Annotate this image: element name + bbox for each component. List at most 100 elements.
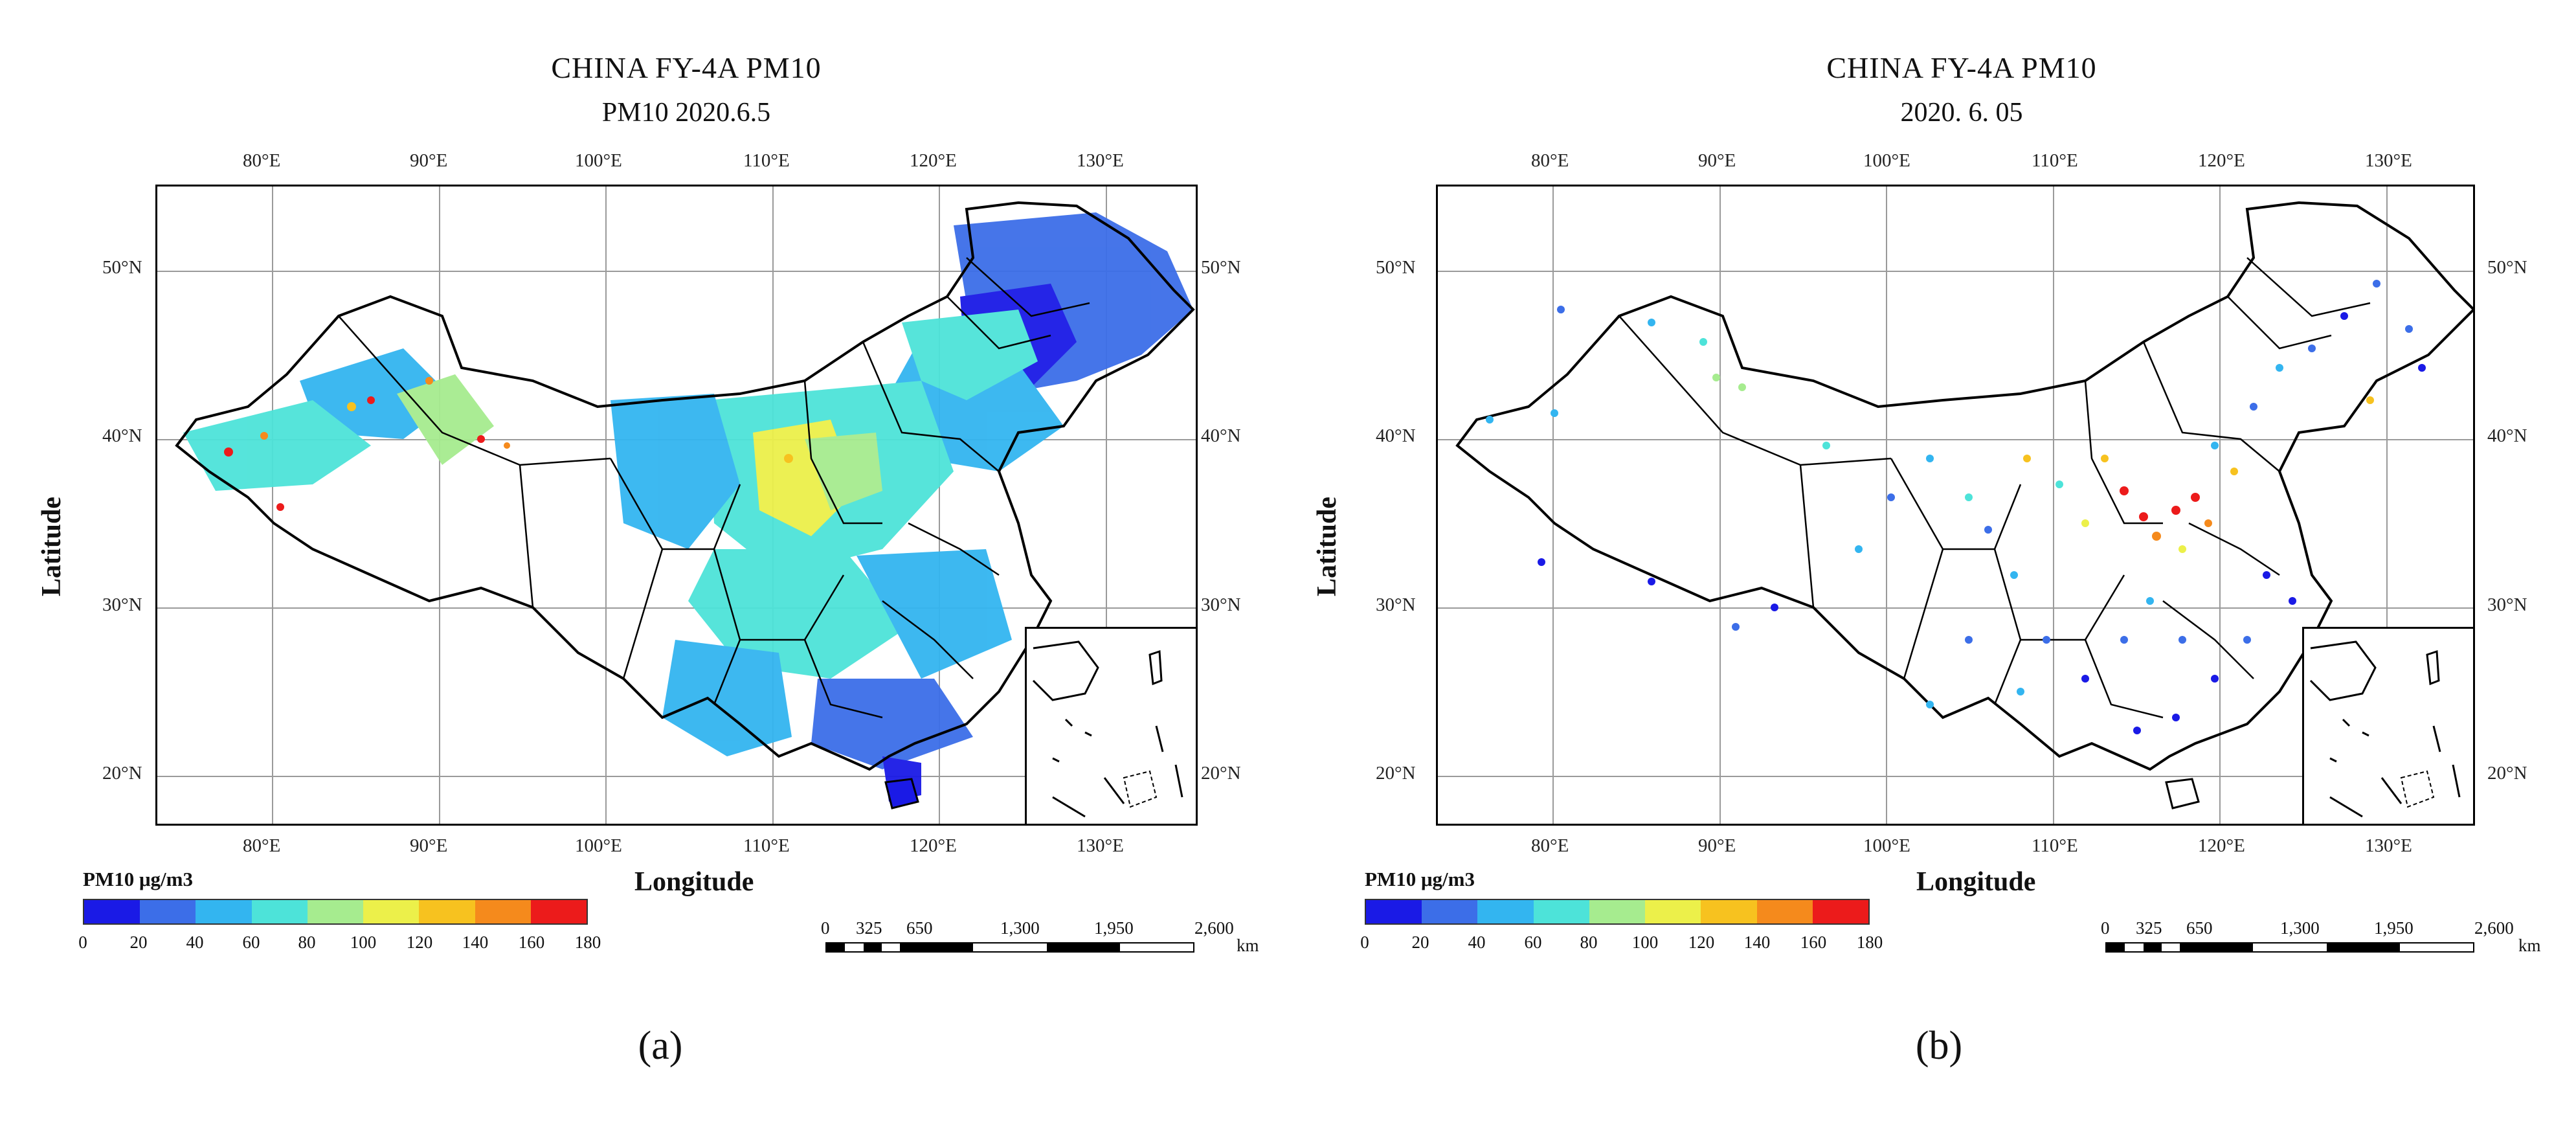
monitoring-stations xyxy=(1486,280,2426,734)
legend-swatch xyxy=(1366,900,1422,923)
station-point xyxy=(2289,597,2296,605)
lon-tick-top: 100°E xyxy=(1863,150,1910,171)
gridline xyxy=(272,186,273,824)
lon-tick-top: 100°E xyxy=(575,150,622,171)
lon-tick-bottom: 130°E xyxy=(2365,835,2412,856)
map-title: CHINA FY-4A PM10 xyxy=(1826,51,2097,84)
legend-tick: 140 xyxy=(1743,932,1771,952)
station-point xyxy=(1965,493,1973,501)
pm10-field xyxy=(610,394,740,549)
map-frame xyxy=(155,185,1198,826)
legend-tick: 40 xyxy=(186,932,204,952)
province-boundaries xyxy=(1618,257,2371,719)
country-boundary xyxy=(1455,201,2473,771)
province-boundaries xyxy=(338,257,1090,719)
station-point xyxy=(1648,319,1655,326)
scale-bar xyxy=(2105,942,2474,953)
scale-label: 1,300 xyxy=(1000,918,1040,938)
legend-tick: 60 xyxy=(242,932,260,952)
hainan-island xyxy=(884,778,919,809)
legend-tick: 100 xyxy=(1631,932,1659,952)
station-point xyxy=(2243,636,2251,644)
scale-label: 650 xyxy=(2186,918,2213,938)
legend-tick: 180 xyxy=(574,932,601,952)
station-point xyxy=(1551,409,1558,417)
pm10-field xyxy=(857,549,1012,679)
lon-tick-top: 110°E xyxy=(2032,150,2078,171)
gridline xyxy=(2386,186,2388,824)
lon-tick-top: 130°E xyxy=(2365,150,2412,171)
lon-tick-bottom: 120°E xyxy=(2198,835,2245,856)
lat-tick-right: 40°N xyxy=(1201,425,1241,446)
legend-tick: 40 xyxy=(1468,932,1486,952)
panel-a: CHINA FY-4A PM10 PM10 2020.6.5 80°E 90°E… xyxy=(37,51,1259,1068)
gridline xyxy=(939,186,940,824)
legend-tick: 60 xyxy=(1524,932,1542,952)
scale-label: 2,600 xyxy=(2474,918,2514,938)
legend-tick: 140 xyxy=(462,932,489,952)
station-point xyxy=(2178,636,2186,644)
station-point xyxy=(1557,306,1565,313)
scale-label: 650 xyxy=(906,918,933,938)
south-china-sea-inset xyxy=(1025,627,1196,824)
pm10-field xyxy=(397,374,494,465)
station-point xyxy=(2178,545,2186,553)
station-point xyxy=(1771,604,1778,611)
scale-label: 325 xyxy=(2136,918,2162,938)
lat-tick-left: 20°N xyxy=(102,763,142,784)
station-point xyxy=(2230,468,2238,475)
lat-tick-right: 40°N xyxy=(2487,425,2527,446)
lat-tick-right: 30°N xyxy=(2487,594,2527,615)
hotspot xyxy=(784,454,793,463)
panel-b: CHINA FY-4A PM10 2020. 6. 05 80°E 90°E 1… xyxy=(1288,0,2576,1130)
legend-tick: 20 xyxy=(129,932,148,952)
hotspot xyxy=(224,447,233,457)
pm10-field xyxy=(662,640,792,756)
station-point xyxy=(2101,455,2109,462)
lat-tick-right: 50°N xyxy=(2487,257,2527,278)
lat-tick-left: 30°N xyxy=(102,594,142,615)
lat-tick-right: 20°N xyxy=(2487,763,2527,784)
hotspot xyxy=(260,432,268,440)
station-point xyxy=(1926,701,1934,708)
gridline xyxy=(1438,776,2473,777)
gridline xyxy=(1719,186,1721,824)
station-point xyxy=(1712,374,1720,381)
station-point xyxy=(2250,403,2257,411)
station-point xyxy=(2055,480,2063,488)
lon-tick-bottom: 90°E xyxy=(1698,835,1736,856)
lon-tick-bottom: 80°E xyxy=(1531,835,1569,856)
legend-tick: 80 xyxy=(1580,932,1598,952)
station-point xyxy=(2405,325,2413,333)
station-point xyxy=(2017,688,2024,695)
legend-tick: 120 xyxy=(1688,932,1715,952)
hotspot xyxy=(347,402,356,411)
legend-swatch xyxy=(84,900,140,923)
legend-swatch xyxy=(475,900,531,923)
hotspot xyxy=(425,377,433,385)
pm10-hotspots xyxy=(224,377,793,511)
station-point xyxy=(2146,597,2154,605)
station-point xyxy=(1648,578,1655,585)
station-point xyxy=(1486,416,1494,424)
hainan-island xyxy=(2165,778,2200,809)
station-point xyxy=(2191,493,2200,502)
gridline xyxy=(1106,186,1107,824)
legend-tick: 0 xyxy=(1360,932,1369,952)
legend-swatch xyxy=(1477,900,1534,923)
china-pm10-raster xyxy=(175,201,1195,809)
lon-tick-top: 120°E xyxy=(910,150,957,171)
gridline xyxy=(2219,186,2221,824)
legend-tick: 180 xyxy=(1856,932,1883,952)
lon-tick-bottom: 80°E xyxy=(243,835,281,856)
gridline xyxy=(605,186,607,824)
hotspot xyxy=(276,503,284,511)
scale-label: 1,950 xyxy=(2374,918,2414,938)
station-point xyxy=(2023,455,2031,462)
map-title: CHINA FY-4A PM10 xyxy=(551,51,822,84)
legend-tick: 80 xyxy=(298,932,316,952)
pm10-field xyxy=(688,549,908,679)
gridline xyxy=(1552,186,1554,824)
lon-tick-bottom: 120°E xyxy=(910,835,957,856)
inset-map xyxy=(1032,640,1183,818)
